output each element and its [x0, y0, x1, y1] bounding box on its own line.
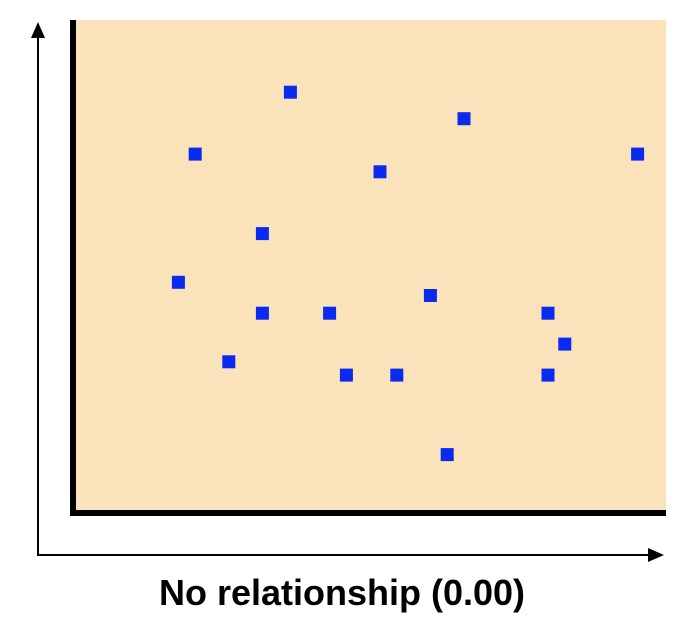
data-point-3: [188, 147, 202, 161]
data-point-17: [440, 448, 454, 462]
y-axis-arrowhead: [31, 22, 45, 38]
x-axis-arrowhead: [648, 548, 664, 562]
data-point-1: [283, 85, 297, 99]
data-point-6: [255, 227, 269, 241]
data-point-10: [323, 306, 337, 320]
data-point-16: [541, 368, 555, 382]
data-point-5: [631, 147, 645, 161]
data-point-15: [390, 368, 404, 382]
data-point-8: [423, 289, 437, 302]
data-point-9: [255, 306, 269, 320]
data-point-2: [457, 112, 471, 126]
data-point-13: [222, 355, 236, 369]
plot-area: [73, 20, 666, 513]
data-point-14: [339, 368, 353, 382]
data-point-11: [541, 306, 555, 320]
scatter-chart: [31, 20, 666, 562]
data-point-12: [558, 337, 572, 351]
data-point-4: [373, 165, 387, 179]
chart-caption: No relationship (0.00): [158, 572, 526, 613]
data-point-7: [171, 275, 185, 289]
data-points: [171, 85, 645, 462]
